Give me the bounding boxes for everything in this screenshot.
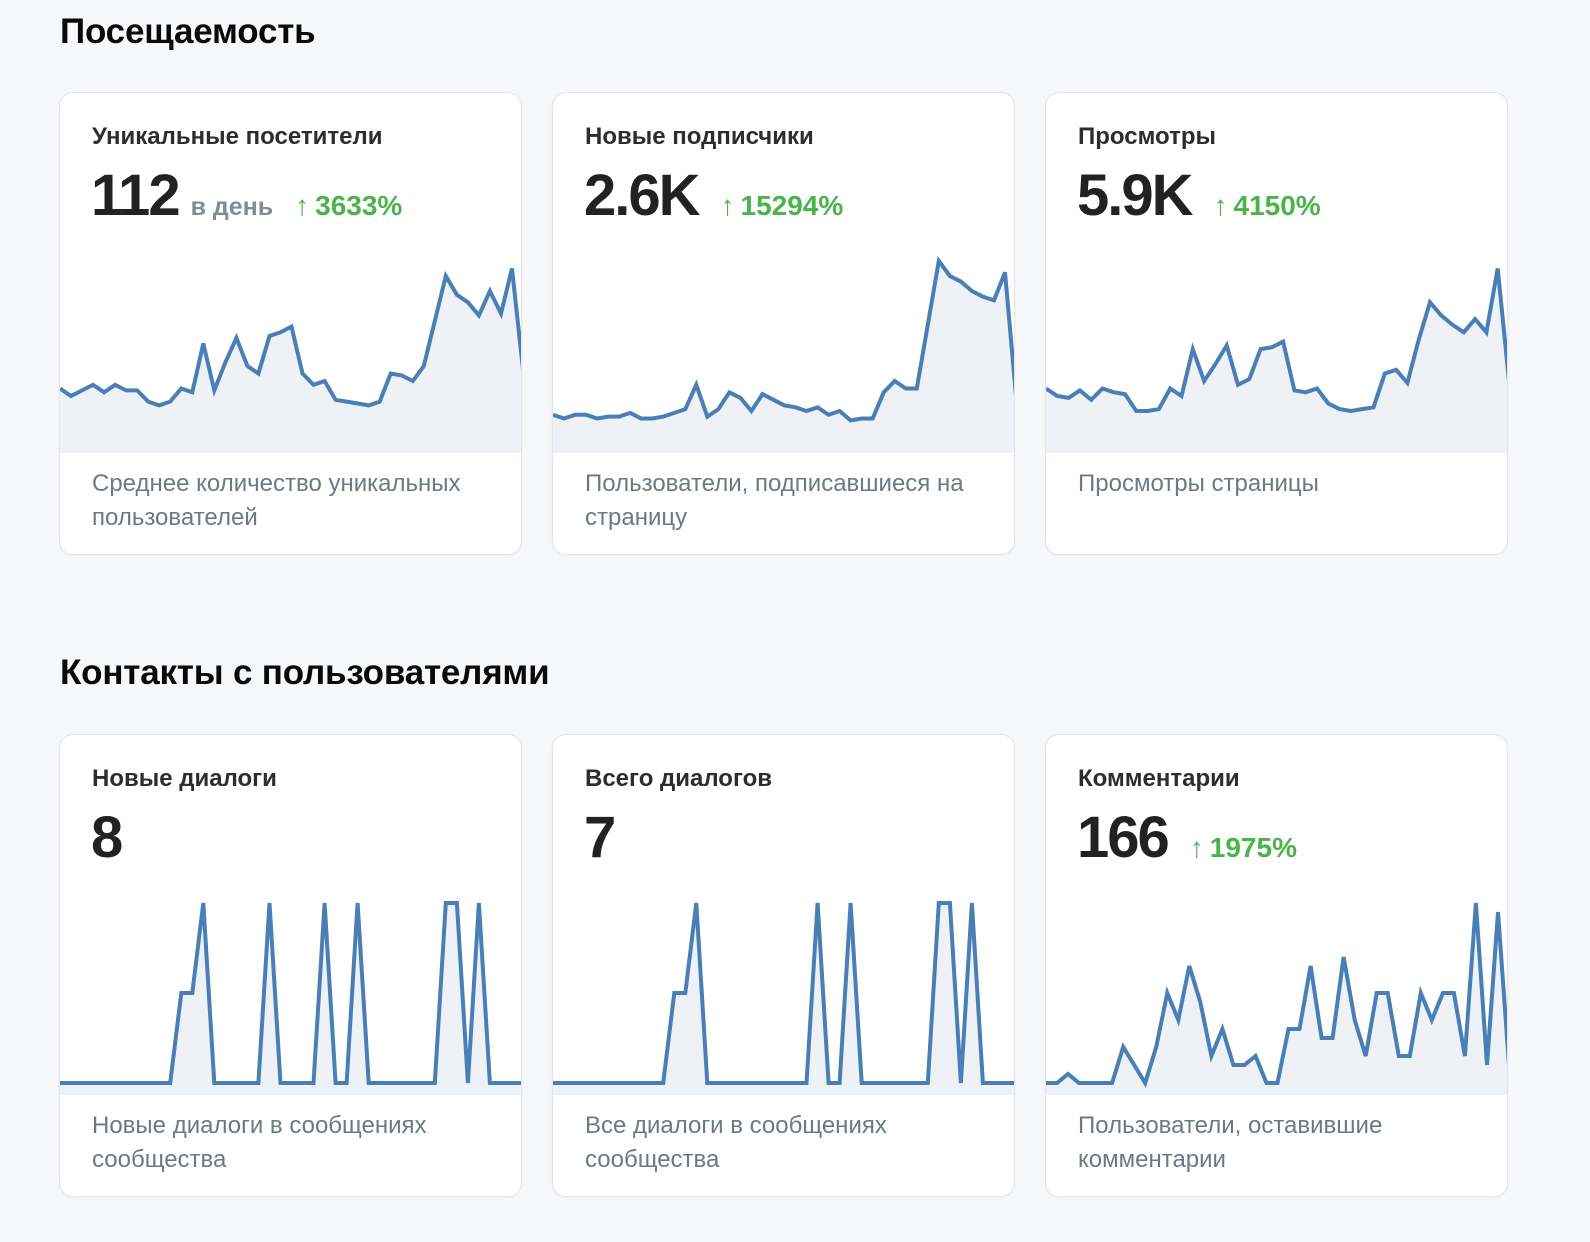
card-comments[interactable]: Комментарии 166 ↑ 1975% Пользователи, ос… bbox=[1045, 734, 1508, 1197]
metric-row: 7 bbox=[584, 805, 616, 870]
sparkline-area bbox=[60, 903, 521, 1095]
sparkline-line bbox=[60, 268, 521, 408]
metric-row: 5.9K ↑ 4150% bbox=[1077, 167, 1321, 225]
metric-row: 8 bbox=[91, 805, 123, 870]
sparkline-chart bbox=[1046, 268, 1507, 453]
trend-badge: ↑ 4150% bbox=[1214, 190, 1321, 222]
trend-badge: ↑ 3633% bbox=[295, 190, 402, 222]
sparkline-line bbox=[60, 901, 521, 1085]
sparkline-line bbox=[553, 256, 1014, 423]
metric-value: 7 bbox=[584, 805, 616, 870]
sparkline-chart bbox=[1046, 902, 1507, 1095]
sparkline-chart bbox=[553, 256, 1014, 453]
sparkline-chart bbox=[60, 901, 521, 1095]
sparkline-area bbox=[1046, 268, 1507, 453]
trend-value: 4150% bbox=[1233, 190, 1321, 221]
card-title: Просмотры bbox=[1078, 123, 1217, 150]
card-description: Все диалоги в сообщениях сообщества bbox=[585, 1112, 887, 1173]
card-description: Пользователи, подписавшиеся на страницу bbox=[585, 470, 964, 531]
sparkline-line bbox=[1046, 268, 1507, 414]
arrow-up-icon: ↑ bbox=[295, 190, 310, 221]
trend-value: 15294% bbox=[740, 190, 844, 221]
card-views[interactable]: Просмотры 5.9K ↑ 4150% Просмотры страниц… bbox=[1045, 92, 1508, 555]
card-new-dialogs[interactable]: Новые диалоги 8 Новые диалоги в сообщени… bbox=[59, 734, 522, 1197]
metric-value: 5.9K bbox=[1077, 163, 1194, 228]
trend-badge: ↑ 1975% bbox=[1190, 832, 1297, 864]
card-description: Среднее количество уникальных пользовате… bbox=[92, 470, 461, 531]
metric-row: 112 в день ↑ 3633% bbox=[91, 167, 402, 225]
trend-badge: ↑ 15294% bbox=[721, 190, 844, 222]
card-title: Новые подписчики bbox=[585, 123, 814, 150]
trend-value: 3633% bbox=[315, 190, 403, 221]
metric-value: 166 bbox=[1077, 805, 1170, 870]
sparkline-area bbox=[553, 261, 1014, 453]
trend-value: 1975% bbox=[1209, 832, 1297, 863]
arrow-up-icon: ↑ bbox=[1213, 190, 1228, 221]
card-description: Пользователи, оставившие комментарии bbox=[1078, 1112, 1383, 1173]
section-title-attendance: Посещаемость bbox=[60, 12, 316, 51]
sparkline-line bbox=[553, 901, 1014, 1085]
arrow-up-icon: ↑ bbox=[1189, 832, 1204, 863]
card-unique-visitors[interactable]: Уникальные посетители 112 в день ↑ 3633%… bbox=[59, 92, 522, 555]
card-total-dialogs[interactable]: Всего диалогов 7 Все диалоги в сообщения… bbox=[552, 734, 1015, 1197]
sparkline-area bbox=[553, 903, 1014, 1095]
card-title: Всего диалогов bbox=[585, 765, 773, 792]
metric-unit: в день bbox=[190, 193, 274, 221]
card-title: Уникальные посетители bbox=[92, 123, 383, 150]
card-new-subscribers[interactable]: Новые подписчики 2.6K ↑ 15294% Пользоват… bbox=[552, 92, 1015, 555]
sparkline-area bbox=[1046, 903, 1507, 1095]
arrow-up-icon: ↑ bbox=[720, 190, 735, 221]
metric-row: 166 ↑ 1975% bbox=[1077, 809, 1297, 867]
sparkline-chart bbox=[60, 268, 521, 453]
sparkline-area bbox=[60, 268, 521, 453]
metric-row: 2.6K ↑ 15294% bbox=[584, 167, 843, 225]
metric-value: 112 bbox=[91, 163, 181, 228]
sparkline-chart bbox=[553, 901, 1014, 1095]
card-description: Просмотры страницы bbox=[1078, 470, 1319, 497]
sparkline-line bbox=[1046, 902, 1507, 1088]
metric-value: 2.6K bbox=[584, 163, 701, 228]
card-title: Комментарии bbox=[1078, 765, 1240, 792]
card-description: Новые диалоги в сообщениях сообщества bbox=[92, 1112, 427, 1173]
section-title-contacts: Контакты с пользователями bbox=[60, 653, 550, 692]
card-title: Новые диалоги bbox=[92, 765, 277, 792]
metric-value: 8 bbox=[91, 805, 123, 870]
